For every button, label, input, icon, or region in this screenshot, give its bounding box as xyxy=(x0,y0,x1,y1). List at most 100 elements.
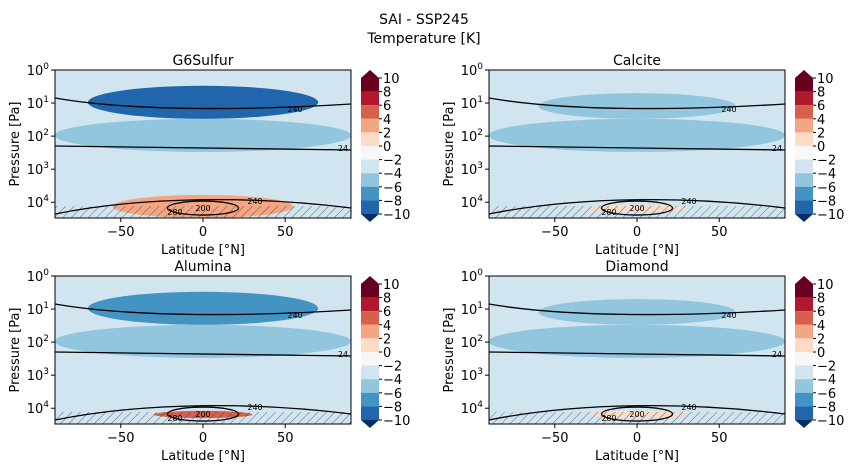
anomaly-region xyxy=(55,118,351,152)
anomaly-region xyxy=(538,93,736,119)
colorbar-tick-label: 10 xyxy=(383,72,400,87)
colorbar-tick-label: −4 xyxy=(383,373,402,388)
contour-label: 200 xyxy=(195,410,210,419)
colorbar-segment xyxy=(795,284,813,298)
x-axis-label: Latitude [°N] xyxy=(595,243,679,258)
colorbar-tick-label: 6 xyxy=(383,99,391,114)
hatching xyxy=(55,412,351,424)
hatching xyxy=(489,206,785,218)
contour-label: 240 xyxy=(681,403,696,412)
contour-label: 24 xyxy=(338,144,348,153)
anomaly-region xyxy=(55,324,351,358)
y-tick-label: 100 xyxy=(461,268,484,285)
figure-subtitle: Temperature [K] xyxy=(366,31,480,47)
colorbar-tick-label: −10 xyxy=(383,208,410,223)
plot-area: 240 24 200 240 280 xyxy=(489,276,785,424)
colorbar-tick-label: −2 xyxy=(383,154,402,169)
colorbar-segment xyxy=(795,132,813,146)
panel-calcite: Calcite24024200240280100101102103104Pres… xyxy=(442,53,844,258)
colorbar-tick-label: −8 xyxy=(383,194,402,209)
contour-line xyxy=(55,351,351,357)
contour-label: 24 xyxy=(772,350,782,359)
colorbar-segment xyxy=(795,200,813,214)
x-tick-label: −50 xyxy=(107,225,134,240)
colorbar-segment xyxy=(361,311,379,325)
colorbar-segment xyxy=(361,159,379,174)
x-tick-label: 0 xyxy=(199,431,207,446)
colorbar-segment xyxy=(361,105,379,119)
plot-area: 240 24 200 240 280 xyxy=(55,70,351,218)
colorbar-tick-label: 8 xyxy=(817,86,825,101)
contour-label: 240 xyxy=(247,403,262,412)
y-axis-label: Pressure [Pa] xyxy=(8,307,23,392)
colorbar-tick-label: 4 xyxy=(817,113,825,128)
contour-label: 240 xyxy=(721,105,736,114)
colorbar-tick-label: 8 xyxy=(817,292,825,307)
contour-label: 240 xyxy=(287,105,302,114)
colorbar-tick-label: 6 xyxy=(383,305,391,320)
x-tick-label: −50 xyxy=(541,225,568,240)
colorbar-tick-label: −10 xyxy=(817,414,844,429)
colorbar-tick-label: 6 xyxy=(817,99,825,114)
colorbar-tick-label: −10 xyxy=(817,208,844,223)
contour-label: 280 xyxy=(601,208,616,217)
colorbar-extend-bottom xyxy=(795,420,813,428)
hatching xyxy=(55,206,351,218)
colorbar-segment xyxy=(795,311,813,325)
colorbar-segment xyxy=(361,365,379,380)
y-tick-label: 102 xyxy=(27,128,49,145)
colorbar-tick-label: −8 xyxy=(383,400,402,415)
contour-200 xyxy=(166,200,240,216)
colorbar-segment xyxy=(361,186,379,201)
x-tick-label: 50 xyxy=(711,225,728,240)
colorbar-segment xyxy=(361,338,379,352)
panel-title: Diamond xyxy=(605,259,668,275)
panel-title: Calcite xyxy=(613,53,661,69)
colorbar-tick-label: −6 xyxy=(817,387,836,402)
y-tick-label: 101 xyxy=(461,95,483,112)
colorbar-tick-label: 2 xyxy=(817,332,825,347)
colorbar-tick-label: 10 xyxy=(383,278,400,293)
contour-label: 280 xyxy=(167,208,182,217)
contour-line xyxy=(489,303,785,316)
colorbar-segment xyxy=(361,132,379,146)
colorbar-segment xyxy=(795,159,813,174)
colorbar-segment xyxy=(795,105,813,119)
colorbar-segment xyxy=(361,352,379,366)
colorbar-segment xyxy=(361,324,379,339)
colorbar-tick-label: 2 xyxy=(817,126,825,141)
y-tick-label: 103 xyxy=(461,161,483,178)
colorbar-tick-label: 8 xyxy=(383,292,391,307)
y-tick-label: 103 xyxy=(461,367,483,384)
colorbar-segment xyxy=(361,173,379,187)
y-tick-label: 103 xyxy=(27,367,49,384)
contour-label: 240 xyxy=(287,311,302,320)
colorbar-segment xyxy=(795,186,813,201)
y-tick-label: 104 xyxy=(27,400,50,417)
x-tick-label: 50 xyxy=(277,225,294,240)
colorbar-segment xyxy=(361,406,379,420)
colorbar-tick-label: 4 xyxy=(817,319,825,334)
contour-200 xyxy=(600,406,674,422)
colorbar-tick-label: 8 xyxy=(383,86,391,101)
contour-label: 280 xyxy=(167,414,182,423)
colorbar-extend-top xyxy=(361,70,379,78)
y-tick-label: 103 xyxy=(27,161,49,178)
contour-label: 240 xyxy=(681,197,696,206)
anomaly-region xyxy=(489,324,785,358)
y-tick-label: 100 xyxy=(27,268,50,285)
x-tick-label: 0 xyxy=(633,225,641,240)
y-axis-label: Pressure [Pa] xyxy=(442,101,457,186)
colorbar-tick-label: 4 xyxy=(383,319,391,334)
colorbar-segment xyxy=(361,146,379,160)
colorbar-segment xyxy=(795,392,813,407)
y-tick-label: 101 xyxy=(27,301,49,318)
contour-line xyxy=(55,198,351,215)
colorbar-segment xyxy=(795,91,813,106)
plot-area: 240 24 200 240 280 xyxy=(489,70,785,218)
contour-label: 200 xyxy=(195,204,210,213)
contour-label: 240 xyxy=(721,311,736,320)
panel-g6sulfur: G6Sulfur24024200240280100101102103104Pre… xyxy=(8,53,410,258)
x-tick-label: 50 xyxy=(711,431,728,446)
colorbar-segment xyxy=(795,365,813,380)
